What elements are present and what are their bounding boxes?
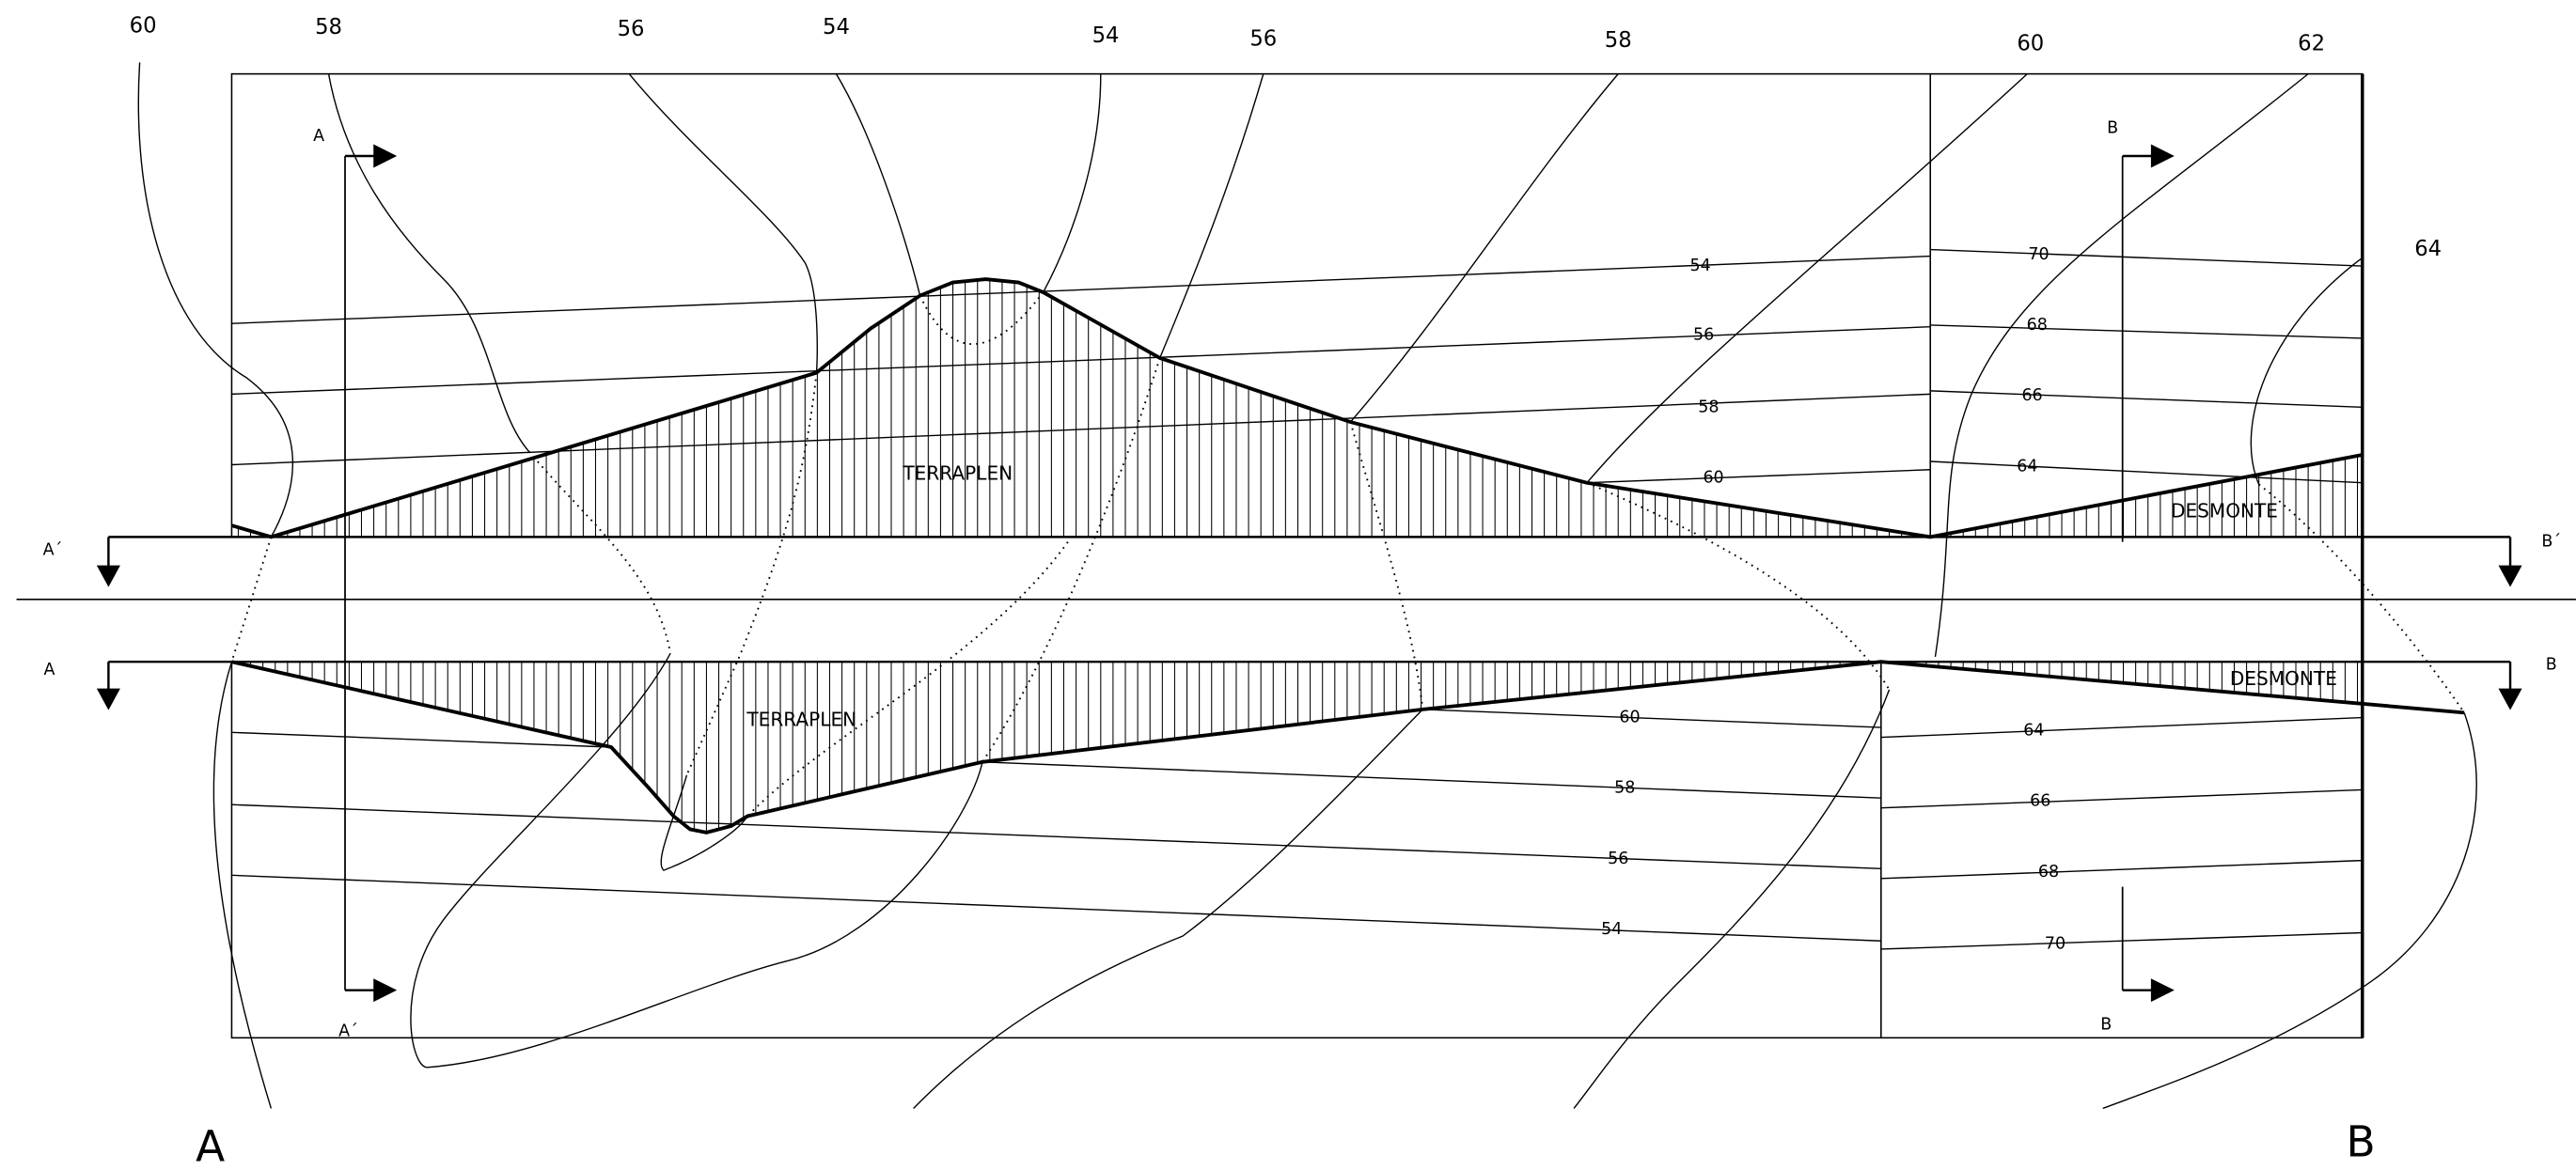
level-label: 60 <box>1703 468 1723 487</box>
arrows <box>96 144 2522 1003</box>
section-label: B´ <box>2541 533 2561 552</box>
cut-label: DESMONTE <box>2171 500 2278 523</box>
level-label: 64 <box>2017 457 2037 476</box>
contour-label: 56 <box>1249 26 1277 51</box>
level-label: 66 <box>2021 386 2042 405</box>
section-label: B <box>2546 656 2557 675</box>
fill-label: TERRAPLEN <box>746 709 856 731</box>
lower-frame <box>230 661 2364 1039</box>
level-lines <box>231 248 2363 950</box>
level-label: 70 <box>2045 935 2066 954</box>
level-label: 54 <box>1689 257 1710 275</box>
corner-label: B <box>2346 1116 2375 1166</box>
contour-label: 54 <box>823 15 850 39</box>
level-label: 56 <box>1608 850 1628 868</box>
level-label: 64 <box>2023 722 2044 741</box>
cut-label: DESMONTE <box>2230 667 2337 690</box>
level-label: 68 <box>2038 863 2059 881</box>
section-label: A <box>44 661 55 679</box>
section-label: A´ <box>43 540 63 559</box>
lower-profile <box>231 660 2465 835</box>
contour-label: 54 <box>1092 23 1120 48</box>
section-label: A <box>313 127 324 146</box>
labels: 60 58 56 54 54 56 58 60 62 64 54 56 58 6… <box>43 13 2561 1170</box>
contours <box>137 62 2477 1110</box>
level-label: 68 <box>2027 316 2048 335</box>
corner-label: A <box>196 1122 225 1170</box>
contour-label: 58 <box>1605 28 1632 53</box>
level-label: 58 <box>1614 779 1635 798</box>
contour-label: 62 <box>2298 32 2325 56</box>
section-label: B <box>2107 118 2118 137</box>
hidden-contours <box>230 291 2465 818</box>
contour-label: 60 <box>2017 32 2044 56</box>
level-label: 66 <box>2030 792 2050 811</box>
contour-label: 64 <box>2414 237 2442 261</box>
contour-label: 58 <box>315 15 342 39</box>
level-label: 58 <box>1698 398 1719 416</box>
level-label: 54 <box>1601 920 1622 939</box>
upper-profile <box>230 277 2364 539</box>
level-label: 60 <box>1619 709 1640 727</box>
fill-label: TERRAPLEN <box>902 461 1013 484</box>
contour-label: 56 <box>618 17 645 41</box>
section-label: A´ <box>338 1022 358 1040</box>
section-label: B <box>2100 1015 2112 1034</box>
level-label: 56 <box>1693 325 1714 344</box>
linework <box>16 62 2576 1110</box>
contour-label: 60 <box>130 13 157 38</box>
level-label: 70 <box>2028 245 2049 264</box>
hatching <box>237 279 2359 833</box>
